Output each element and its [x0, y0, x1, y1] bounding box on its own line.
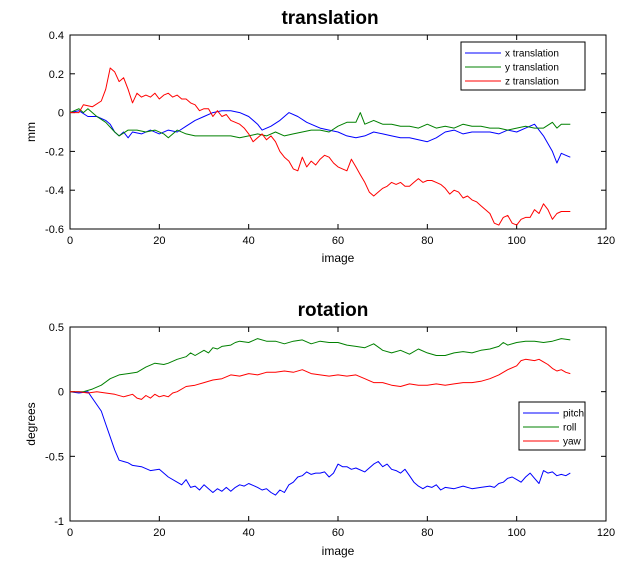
series-line-x-translation	[69, 110, 571, 164]
chart-translation: translation image mm 0 20 40 60 80 100 120 -0.6…	[24, 8, 615, 265]
legend-box	[460, 41, 586, 91]
y-tick-label: 0.5	[49, 322, 64, 334]
legend-label: x translation	[505, 49, 559, 60]
x-tick-label: 20	[153, 235, 165, 247]
x-tick-label: 0	[67, 235, 73, 247]
y-tick-label: 0	[58, 387, 64, 399]
legend-box	[518, 401, 586, 451]
chart-rotation: rotation image degrees 0 20 40 60 80 100 120 -1…	[24, 300, 615, 558]
x-tick-label: 60	[332, 235, 344, 247]
legend-label: pitch	[563, 409, 584, 420]
x-tick-label: 120	[597, 235, 615, 247]
x-tick-label: 120	[597, 527, 615, 539]
x-tick-label: 100	[507, 527, 525, 539]
series-line-pitch	[69, 391, 571, 496]
series-line-z-translation	[70, 67, 571, 226]
y-tick-label: -1	[54, 516, 64, 528]
legend-label: y translation	[505, 63, 559, 74]
x-axis-label: image	[322, 544, 355, 558]
legend-label: roll	[563, 423, 576, 434]
legend-label: z translation	[505, 77, 559, 88]
y-tick-label: -0.4	[45, 185, 64, 197]
series-line-yaw	[70, 358, 571, 400]
y-tick-label: -0.2	[45, 146, 64, 158]
x-tick-label: 80	[421, 235, 433, 247]
x-tick-label: 0	[67, 527, 73, 539]
legend-label: yaw	[563, 437, 582, 448]
x-tick-label: 60	[332, 527, 344, 539]
x-axis-label: image	[322, 251, 355, 265]
y-tick-label: 0.2	[49, 69, 64, 81]
chart-title: rotation	[298, 300, 369, 321]
x-tick-label: 40	[243, 235, 255, 247]
y-axis-label: degrees	[24, 402, 38, 445]
series-line-y-translation	[69, 108, 571, 139]
y-tick-label: -0.5	[45, 451, 64, 463]
x-tick-label: 100	[507, 235, 525, 247]
y-tick-label: 0.4	[49, 30, 64, 42]
chart-title: translation	[281, 8, 378, 29]
y-tick-label: -0.6	[45, 224, 64, 236]
x-tick-label: 20	[153, 527, 165, 539]
x-tick-label: 80	[421, 527, 433, 539]
y-axis-label: mm	[24, 122, 38, 142]
series-line-roll	[70, 338, 571, 393]
y-tick-label: 0	[58, 108, 64, 120]
x-tick-label: 40	[243, 527, 255, 539]
